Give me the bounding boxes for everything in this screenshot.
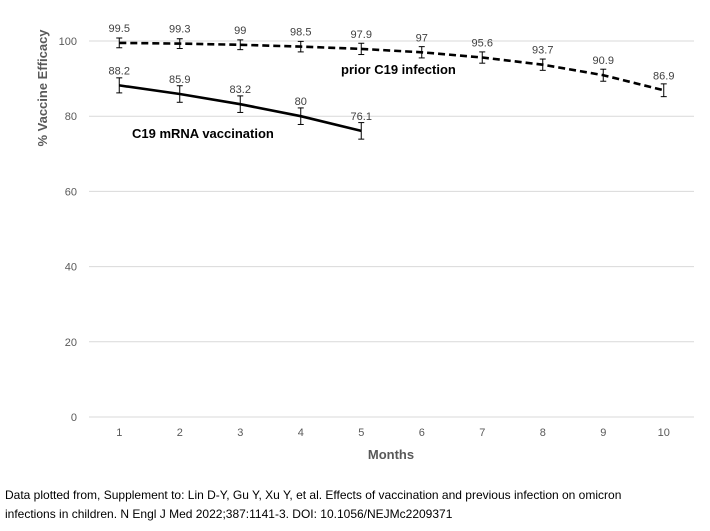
- data-labels: 99.5 99.3 99 98.5 97.9 97 95.6 93.7 90.9 86.9 88.2…: [109, 23, 675, 123]
- data-label: 93.7: [532, 45, 553, 57]
- error-bar: [418, 46, 425, 59]
- series-label-prior-infection: prior C19 infection: [341, 62, 456, 77]
- y-tick-labels: 0 20 40 60 80 100: [59, 36, 77, 424]
- error-bar: [237, 95, 244, 113]
- y-axis-title: % Vaccine Efficacy: [35, 29, 50, 147]
- data-label: 86.9: [653, 70, 674, 82]
- series-line-prior-infection: [119, 41, 665, 92]
- error-bar: [358, 42, 365, 56]
- data-label: 99.5: [109, 23, 130, 35]
- error-bar: [116, 77, 123, 94]
- data-label: 80: [295, 96, 307, 108]
- data-label: 97: [416, 32, 428, 44]
- x-tick-label-10: 10: [658, 427, 670, 439]
- error-bar: [176, 85, 183, 103]
- x-tick-label-8: 8: [540, 427, 546, 439]
- x-tick-label-1: 1: [116, 427, 122, 439]
- y-tick-label-60: 60: [65, 186, 77, 198]
- series-label-mrna-vaccination: C19 mRNA vaccination: [132, 126, 274, 141]
- data-label: 83.2: [230, 84, 251, 96]
- data-label: 99.3: [169, 24, 190, 36]
- source-caption: Data plotted from, Supplement to: Lin D-…: [5, 486, 705, 524]
- y-tick-label-100: 100: [59, 36, 77, 48]
- x-tick-label-7: 7: [479, 427, 485, 439]
- x-tick-label-3: 3: [237, 427, 243, 439]
- error-bar: [479, 51, 486, 64]
- error-bars: [116, 37, 667, 140]
- data-label: 88.2: [109, 65, 130, 77]
- data-label: 76.1: [351, 111, 372, 123]
- series-lines: [119, 41, 665, 133]
- x-tick-label-2: 2: [177, 427, 183, 439]
- data-label: 97.9: [351, 29, 372, 41]
- error-bar: [600, 68, 607, 82]
- data-label: 90.9: [593, 55, 614, 67]
- data-label: 95.6: [472, 38, 493, 50]
- error-bar: [539, 58, 546, 71]
- error-bar: [176, 38, 183, 50]
- x-tick-labels: 1 2 3 4 5 6 7 8 9 10: [116, 427, 670, 439]
- data-label: 99: [234, 25, 246, 37]
- y-tick-label-80: 80: [65, 111, 77, 123]
- error-bar: [297, 40, 304, 53]
- caption-line-2: infections in children. N Engl J Med 202…: [5, 507, 453, 521]
- x-tick-label-6: 6: [419, 427, 425, 439]
- data-label: 98.5: [290, 27, 311, 39]
- error-bar: [358, 122, 365, 140]
- caption-line-1: Data plotted from, Supplement to: Lin D-…: [5, 488, 622, 502]
- error-bar: [237, 39, 244, 51]
- x-tick-label-5: 5: [358, 427, 364, 439]
- gridlines: [89, 40, 694, 418]
- x-axis-title: Months: [368, 447, 414, 462]
- error-bar: [297, 107, 304, 125]
- error-bar: [116, 37, 123, 49]
- data-label: 85.9: [169, 74, 190, 86]
- y-tick-label-40: 40: [65, 262, 77, 274]
- y-tick-label-20: 20: [65, 337, 77, 349]
- error-bar: [660, 83, 667, 98]
- x-tick-label-9: 9: [600, 427, 606, 439]
- x-tick-label-4: 4: [298, 427, 304, 439]
- y-tick-label-0: 0: [71, 412, 77, 424]
